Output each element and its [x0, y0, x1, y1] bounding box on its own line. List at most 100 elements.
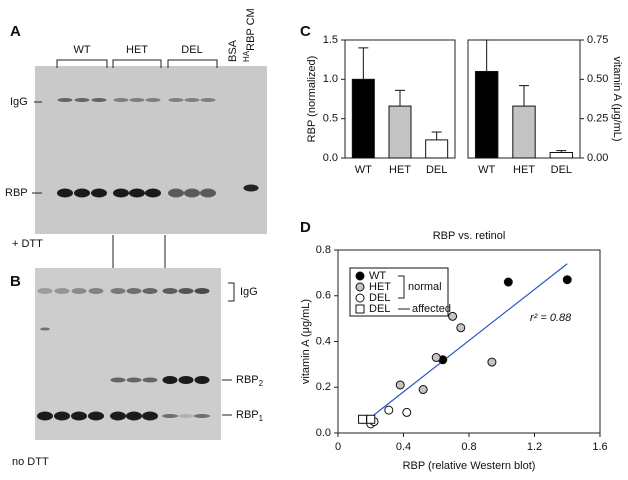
connector — [112, 235, 166, 268]
marker — [431, 353, 441, 363]
blot-band — [200, 188, 216, 198]
marker — [355, 304, 365, 314]
y-tick-label: 0.25 — [587, 113, 608, 125]
blot-band — [194, 376, 210, 384]
band-label: RBP1 — [236, 409, 264, 423]
blot-band — [200, 98, 216, 102]
blot-band — [110, 411, 126, 421]
bar — [549, 151, 574, 159]
marker — [355, 282, 365, 292]
legend-label: WT — [369, 270, 386, 282]
bar — [351, 78, 375, 159]
blot-band — [126, 288, 142, 294]
marker — [503, 277, 513, 287]
y-tick-label: 0.8 — [316, 244, 331, 256]
x-tick-label: DEL — [551, 164, 572, 176]
y-tick-label: 0.6 — [316, 290, 331, 302]
band-name: RBP — [236, 409, 259, 421]
lane-label: HARBP CM — [242, 8, 257, 62]
legend-label: HET — [369, 281, 391, 293]
blot-band — [184, 188, 200, 198]
band-sub: 2 — [259, 379, 264, 388]
blot-band — [162, 376, 178, 384]
marker — [358, 414, 368, 424]
lane-label-text: RBP CM — [245, 8, 257, 51]
blot-band — [88, 288, 104, 294]
panel-letter: A — [10, 23, 21, 40]
blot-band — [126, 377, 142, 383]
marker — [402, 407, 412, 417]
blot-band — [162, 288, 178, 294]
blot-band — [74, 188, 90, 198]
x-tick-label: WT — [478, 164, 495, 176]
x-axis-title: RBP (relative Western blot) — [403, 460, 536, 472]
panel-letter: B — [10, 273, 21, 290]
y-tick-label: 0.50 — [587, 73, 608, 85]
blot-band — [194, 414, 210, 418]
y-tick-label: 0.75 — [587, 34, 608, 46]
lane-label: BSA — [227, 39, 239, 62]
x-tick-label: 0.8 — [461, 441, 476, 453]
band-label: IgG — [240, 286, 258, 298]
condition-label: no DTT — [12, 456, 49, 468]
blot-band — [162, 414, 178, 418]
marker — [562, 275, 572, 285]
marker — [418, 385, 428, 395]
marker — [366, 414, 376, 424]
marker — [487, 357, 497, 367]
bar — [512, 105, 536, 159]
fit-line — [362, 263, 568, 425]
blot-band — [178, 414, 194, 418]
blot-a — [35, 66, 267, 234]
group-label: HET — [126, 44, 148, 56]
blot-band — [243, 184, 259, 192]
panel-letter: C — [300, 23, 311, 40]
blot-band — [126, 411, 142, 421]
blot-band — [145, 98, 161, 102]
blot-band — [54, 411, 70, 421]
blot-band — [71, 288, 87, 294]
x-tick-label: HET — [513, 164, 535, 176]
blot-band — [168, 188, 184, 198]
legend-group: normal — [408, 281, 442, 293]
bar — [425, 139, 449, 159]
blot-band — [71, 411, 87, 421]
y-tick-label: 0.2 — [316, 381, 331, 393]
y-tick-label: 1.0 — [323, 73, 338, 85]
marker — [395, 380, 405, 390]
group-label: WT — [73, 44, 90, 56]
y-tick-label: 0.00 — [587, 152, 608, 164]
blot-band — [57, 188, 73, 198]
x-tick-label: 0 — [335, 441, 341, 453]
panel-letter: D — [300, 219, 311, 236]
y-tick-label: 0.0 — [316, 427, 331, 439]
blot-band — [91, 188, 107, 198]
blot-band — [57, 98, 73, 102]
marker — [355, 293, 365, 303]
blot-b — [35, 268, 221, 440]
condition-label: + DTT — [12, 238, 43, 250]
band-sub: 1 — [259, 414, 264, 423]
blot-band — [178, 376, 194, 384]
chart-title: RBP vs. retinol — [433, 230, 506, 242]
x-tick-label: HET — [389, 164, 411, 176]
blot-band — [91, 98, 107, 102]
blot-band — [74, 98, 90, 102]
y-tick-label: 0.5 — [323, 113, 338, 125]
annotation: r² = 0.88 — [530, 312, 572, 324]
blot-band — [113, 188, 129, 198]
blot-band — [113, 98, 129, 102]
x-tick-label: 0.4 — [396, 441, 411, 453]
y-axis-title: RBP (normalized) — [306, 56, 318, 143]
blot-band — [178, 288, 194, 294]
blot-band — [184, 98, 200, 102]
blot-band — [142, 377, 158, 383]
y-tick-label: 1.5 — [323, 34, 338, 46]
band-bracket — [228, 282, 235, 302]
legend-label: DEL — [369, 292, 390, 304]
legend-group: affected — [412, 303, 451, 315]
marker — [384, 405, 394, 415]
blot-band — [110, 377, 126, 383]
band-name: RBP — [236, 374, 259, 386]
blot-band — [142, 411, 158, 421]
